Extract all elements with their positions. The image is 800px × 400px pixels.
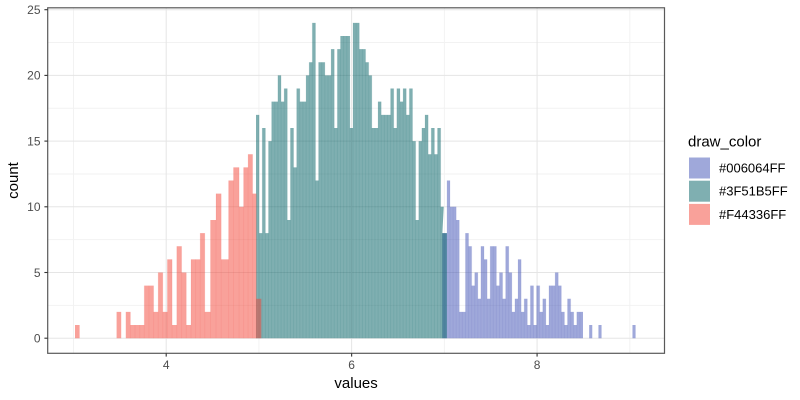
- svg-text:draw_color: draw_color: [688, 134, 761, 151]
- svg-text:0: 0: [34, 332, 41, 346]
- svg-text:6: 6: [348, 358, 355, 372]
- svg-text:#3F51B5FF: #3F51B5FF: [719, 184, 788, 199]
- svg-text:8: 8: [534, 358, 541, 372]
- svg-text:count: count: [5, 161, 22, 199]
- svg-text:#F44336FF: #F44336FF: [719, 207, 786, 222]
- svg-text:25: 25: [27, 3, 41, 17]
- svg-text:4: 4: [163, 358, 170, 372]
- svg-text:values: values: [334, 375, 377, 392]
- svg-text:15: 15: [27, 134, 41, 148]
- svg-text:#006064FF: #006064FF: [719, 161, 786, 176]
- svg-text:5: 5: [34, 266, 41, 280]
- svg-text:10: 10: [27, 200, 41, 214]
- svg-text:20: 20: [27, 69, 41, 83]
